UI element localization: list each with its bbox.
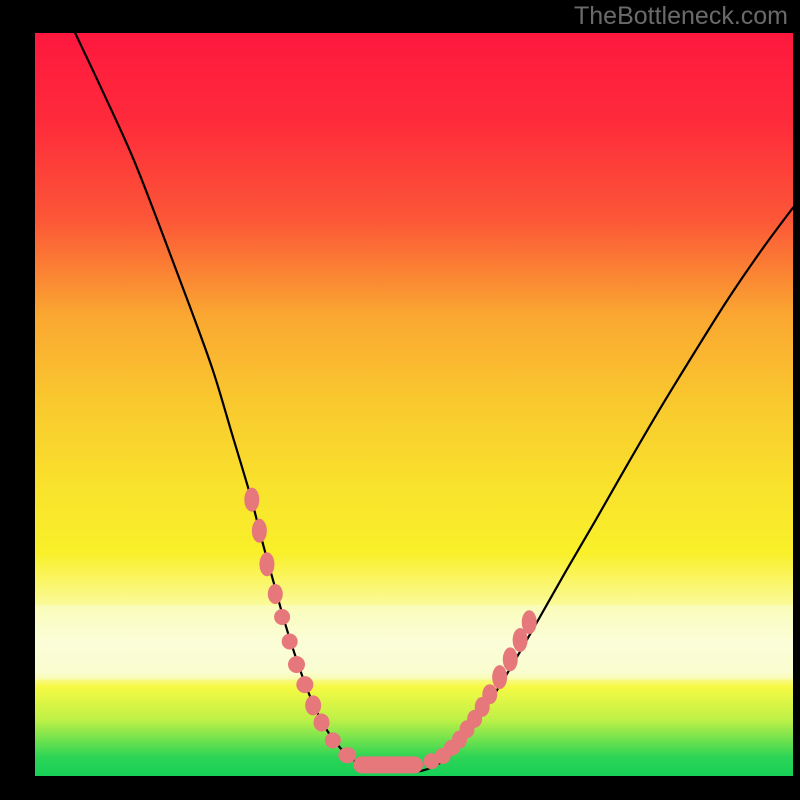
watermark-text: TheBottleneck.com xyxy=(574,0,788,32)
chart-svg xyxy=(35,33,793,776)
bottleneck-chart xyxy=(35,33,793,776)
